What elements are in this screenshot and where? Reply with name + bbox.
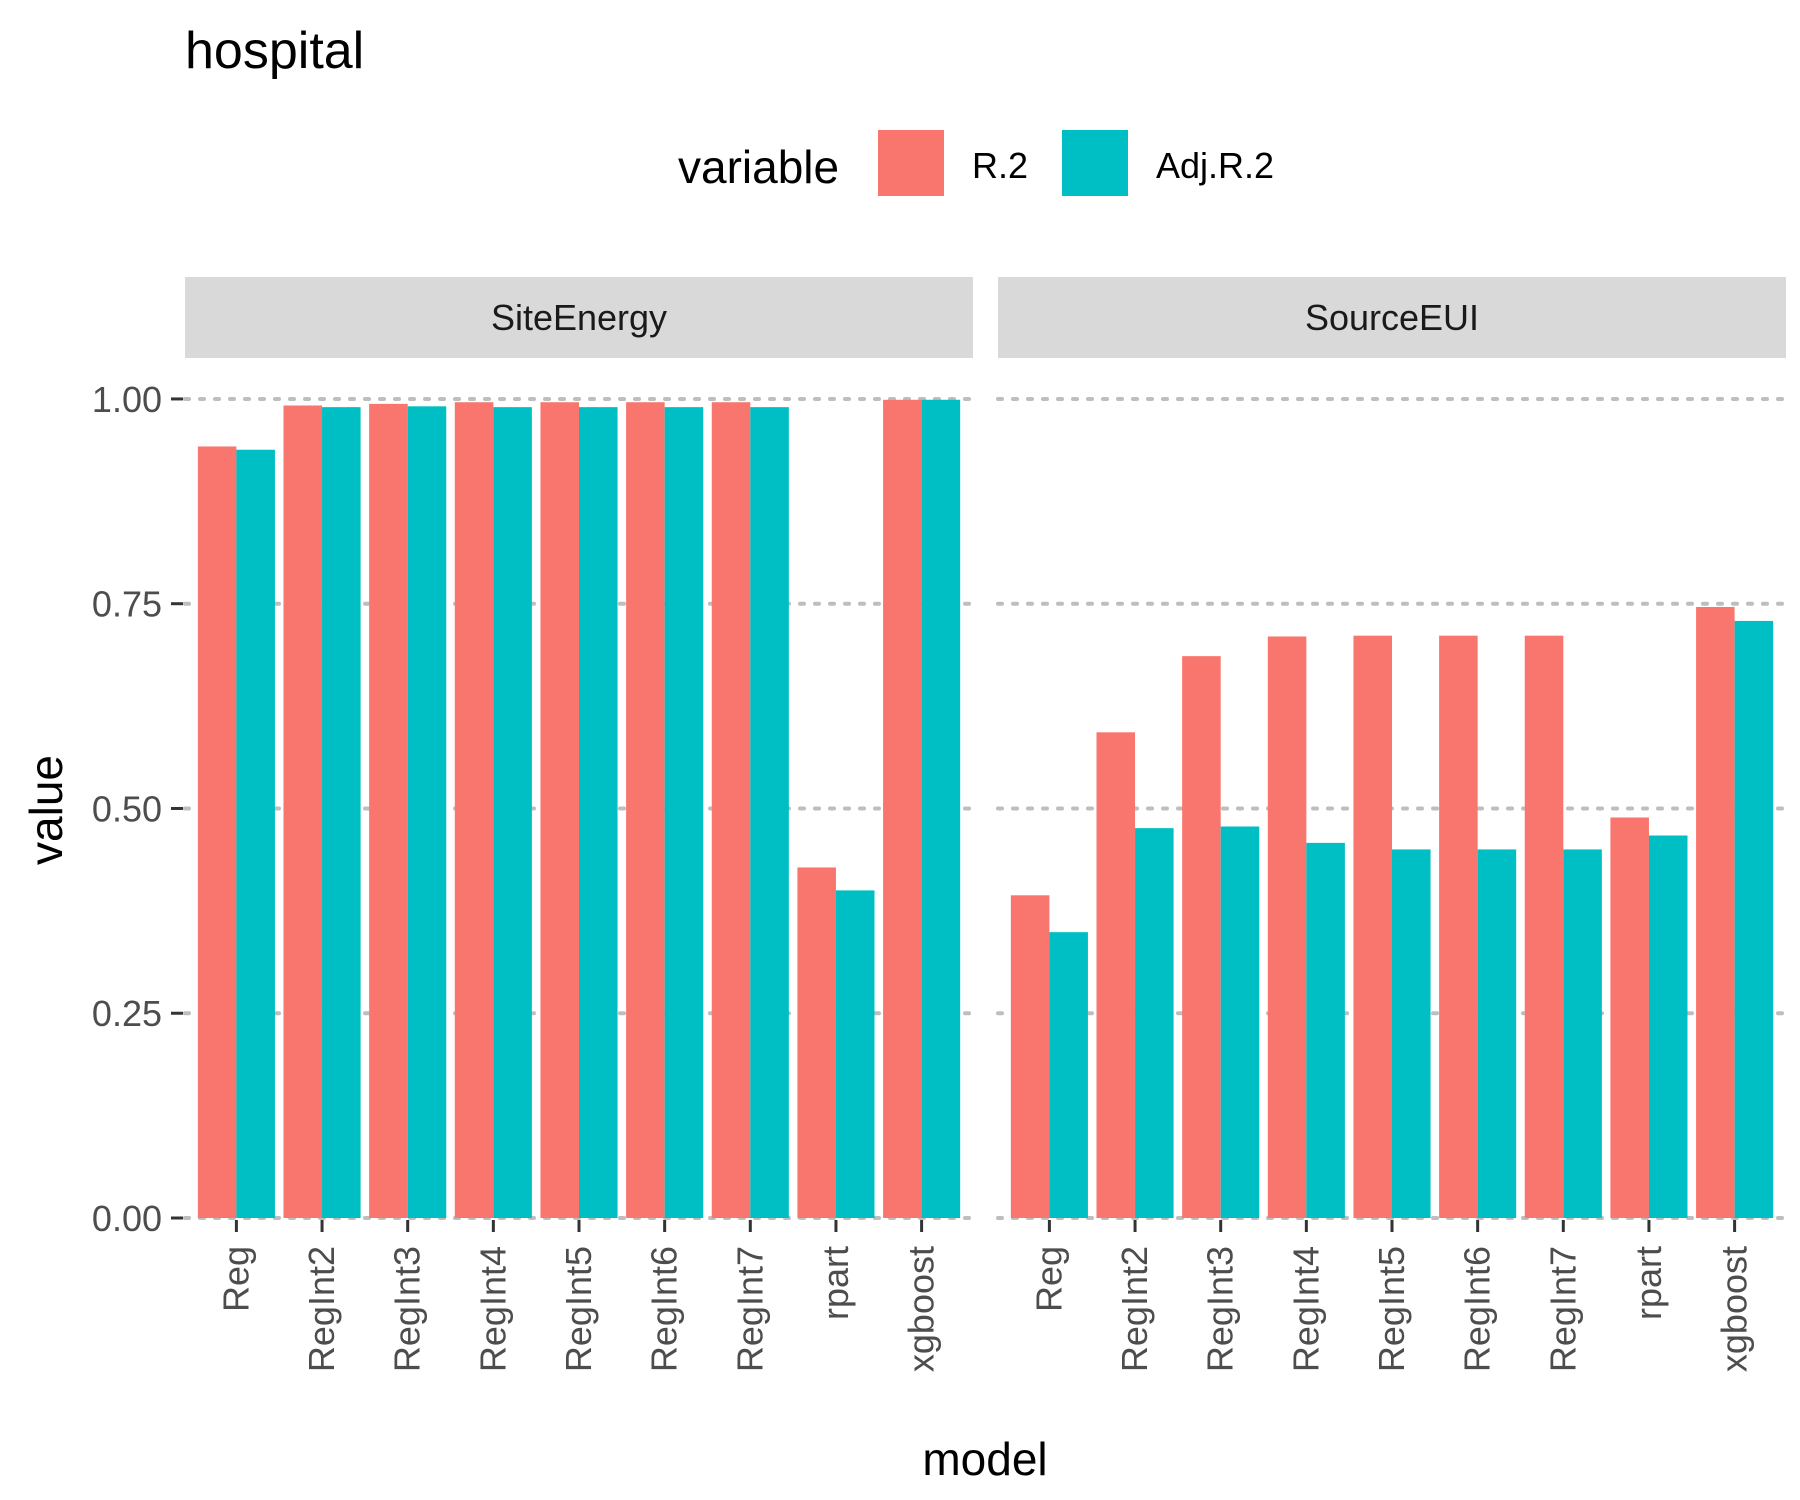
bar-siteenergy-regint6-adjr2 bbox=[664, 407, 704, 1219]
y-tick-label: 0.75 bbox=[92, 584, 162, 625]
bar-siteenergy-xgboost-r2 bbox=[883, 399, 922, 1218]
bar-siteenergy-regint4-r2 bbox=[454, 402, 494, 1218]
x-tick-label: xgboost bbox=[1714, 1246, 1755, 1372]
x-tick-label: RegInt4 bbox=[472, 1246, 513, 1372]
y-tick-label: 0.50 bbox=[92, 788, 162, 829]
x-tick-label: Reg bbox=[215, 1246, 256, 1312]
x-tick-label: RegInt2 bbox=[301, 1246, 342, 1372]
x-tick-label: RegInt5 bbox=[1371, 1246, 1412, 1372]
legend-key-adj-r2 bbox=[1062, 130, 1128, 196]
x-axis-title: model bbox=[922, 1433, 1047, 1485]
bar-siteenergy-regint3-adjr2 bbox=[407, 406, 447, 1218]
bar-sourceeui-regint2-adjr2 bbox=[1135, 828, 1174, 1218]
bar-siteenergy-regint2-adjr2 bbox=[322, 407, 361, 1219]
x-tick-label: RegInt7 bbox=[729, 1246, 770, 1372]
bar-sourceeui-reg-adjr2 bbox=[1049, 932, 1088, 1218]
bar-siteenergy-rpart-adjr2 bbox=[835, 890, 875, 1218]
x-tick-label: RegInt2 bbox=[1114, 1246, 1155, 1372]
bar-siteenergy-reg-r2 bbox=[197, 446, 237, 1218]
facet-strip-label: SourceEUI bbox=[1305, 297, 1479, 338]
legend-title: variable bbox=[678, 141, 839, 193]
facet-strip-label: SiteEnergy bbox=[491, 297, 667, 338]
bar-sourceeui-regint2-r2 bbox=[1096, 732, 1136, 1218]
legend-label-adj-r2: Adj.R.2 bbox=[1156, 145, 1274, 186]
y-tick-label: 0.00 bbox=[92, 1198, 162, 1239]
bar-siteenergy-regint5-r2 bbox=[540, 402, 579, 1218]
y-tick-label: 0.25 bbox=[92, 993, 162, 1034]
bar-sourceeui-regint6-r2 bbox=[1439, 635, 1478, 1218]
y-axis-title: value bbox=[20, 755, 72, 865]
bar-siteenergy-regint5-adjr2 bbox=[579, 407, 618, 1219]
y-tick-label: 1.00 bbox=[92, 379, 162, 420]
bar-sourceeui-regint4-r2 bbox=[1267, 636, 1307, 1218]
x-tick-label: Reg bbox=[1028, 1246, 1069, 1312]
bar-sourceeui-xgboost-adjr2 bbox=[1734, 620, 1774, 1218]
bar-siteenergy-regint3-r2 bbox=[369, 403, 408, 1218]
facet-panel-siteenergy: SiteEnergy Reg RegInt2 RegInt3 RegInt4 RegInt… bbox=[183, 277, 975, 1372]
facet-panel-sourceeui: SourceEUI Reg RegInt2 RegInt3 RegInt4 RegInt5… bbox=[996, 277, 1788, 1372]
bar-siteenergy-xgboost-adjr2 bbox=[921, 399, 961, 1218]
bar-sourceeui-regint6-adjr2 bbox=[1477, 849, 1517, 1218]
facet-panels: SiteEnergy Reg RegInt2 RegInt3 RegInt4 RegInt… bbox=[92, 277, 1788, 1372]
bar-siteenergy-regint7-r2 bbox=[711, 402, 751, 1218]
bar-sourceeui-xgboost-r2 bbox=[1696, 606, 1735, 1218]
legend-key-r2 bbox=[878, 130, 944, 196]
bar-sourceeui-regint7-adjr2 bbox=[1563, 849, 1602, 1218]
x-tick-label: RegInt3 bbox=[387, 1246, 428, 1372]
legend-label-r2: R.2 bbox=[972, 145, 1028, 186]
bar-sourceeui-rpart-adjr2 bbox=[1648, 835, 1688, 1218]
x-tick-label: RegInt7 bbox=[1542, 1246, 1583, 1372]
bar-siteenergy-reg-adjr2 bbox=[236, 449, 275, 1218]
x-tick-label: xgboost bbox=[901, 1246, 942, 1372]
bar-sourceeui-regint5-r2 bbox=[1353, 635, 1392, 1218]
x-tick-label: rpart bbox=[815, 1246, 856, 1320]
x-tick-label: RegInt5 bbox=[558, 1246, 599, 1372]
bar-sourceeui-regint3-adjr2 bbox=[1220, 826, 1260, 1218]
bar-siteenergy-regint2-r2 bbox=[283, 405, 323, 1218]
y-axis: 0.00 0.25 0.50 0.75 1.00 bbox=[92, 379, 183, 1239]
bar-sourceeui-regint3-r2 bbox=[1182, 656, 1221, 1218]
x-tick-label: RegInt4 bbox=[1285, 1246, 1326, 1372]
bar-sourceeui-regint7-r2 bbox=[1524, 635, 1564, 1218]
facet-strip bbox=[998, 277, 1786, 358]
chart-title: hospital bbox=[185, 22, 364, 80]
bar-sourceeui-regint5-adjr2 bbox=[1392, 849, 1431, 1218]
bar-siteenergy-regint6-r2 bbox=[626, 402, 665, 1218]
bar-sourceeui-reg-r2 bbox=[1010, 895, 1050, 1218]
x-tick-label: RegInt3 bbox=[1200, 1246, 1241, 1372]
bar-siteenergy-regint7-adjr2 bbox=[750, 407, 789, 1219]
legend: variable R.2 Adj.R.2 bbox=[678, 130, 1274, 196]
bar-siteenergy-regint4-adjr2 bbox=[493, 407, 532, 1219]
x-tick-label: RegInt6 bbox=[644, 1246, 685, 1372]
bar-sourceeui-rpart-r2 bbox=[1610, 817, 1649, 1218]
facet-strip bbox=[185, 277, 973, 358]
x-tick-label: RegInt6 bbox=[1457, 1246, 1498, 1372]
bar-sourceeui-regint4-adjr2 bbox=[1306, 842, 1345, 1218]
x-tick-label: rpart bbox=[1628, 1246, 1669, 1320]
bar-siteenergy-rpart-r2 bbox=[797, 867, 836, 1218]
